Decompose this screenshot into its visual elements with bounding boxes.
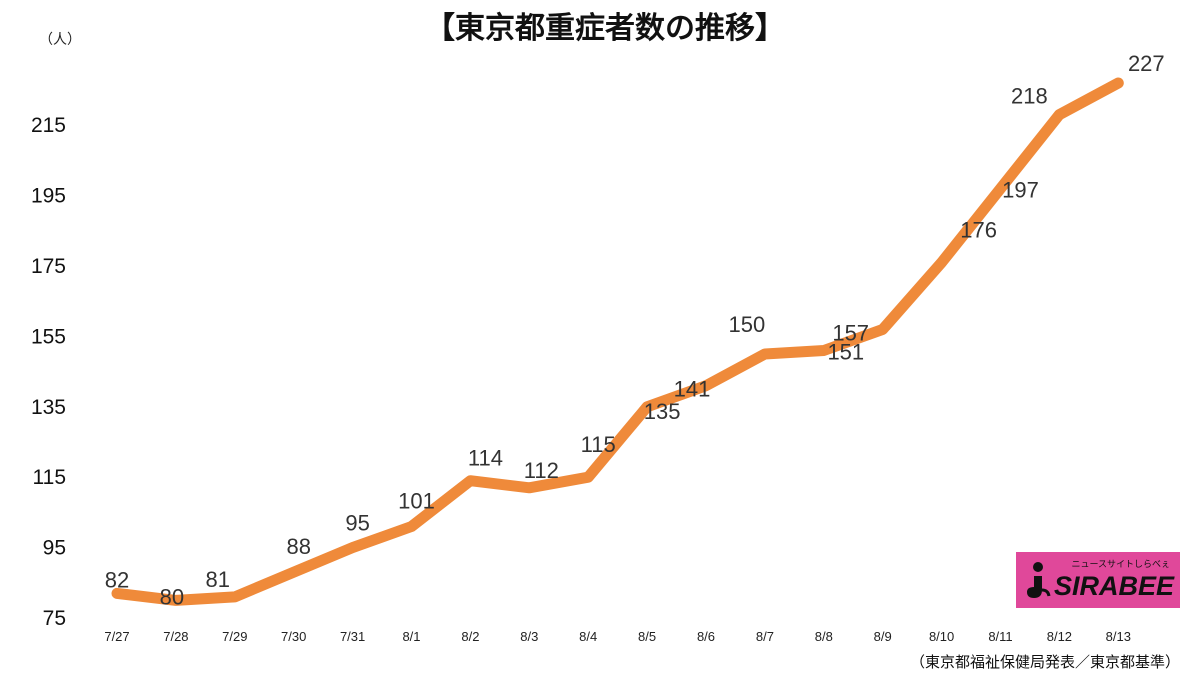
source-note: （東京都福祉保健局発表／東京都基準） [910, 653, 1180, 671]
x-tick-label: 8/7 [756, 629, 774, 644]
data-label: 218 [1011, 84, 1048, 109]
data-label: 135 [644, 399, 681, 424]
series-line [111, 77, 1124, 606]
x-tick-label: 8/8 [815, 629, 833, 644]
data-point [818, 345, 829, 356]
x-tick-label: 8/12 [1047, 629, 1072, 644]
data-point [995, 183, 1006, 194]
data-label: 176 [960, 218, 997, 243]
sirabee-logo: ニュースサイトしらべぇ SIRABEE [1016, 552, 1180, 608]
data-label: 151 [827, 340, 864, 365]
data-point [112, 588, 122, 599]
data-point [524, 482, 535, 493]
data-point [170, 595, 181, 606]
y-axis-unit-label: （人） [39, 32, 81, 48]
logo-wordmark: SIRABEE [1054, 571, 1175, 601]
x-tick-label: 7/28 [163, 629, 188, 644]
x-tick-label: 7/30 [281, 629, 306, 644]
x-axis-ticks: 7/27 7/28 7/29 7/30 7/31 8/1 8/2 8/3 8/4 8/5 8/6 8/… [104, 629, 1131, 644]
data-label: 81 [206, 567, 230, 592]
y-axis-ticks: 75 95 115 135 155 175 195 215 [31, 114, 66, 630]
data-label: 197 [1002, 178, 1039, 203]
data-label: 82 [105, 567, 129, 592]
data-point [347, 542, 358, 553]
data-point [465, 475, 476, 486]
data-point [759, 349, 770, 359]
y-tick-label: 95 [43, 537, 66, 560]
x-tick-label: 7/27 [104, 629, 129, 644]
x-tick-label: 8/3 [520, 629, 538, 644]
data-label: 95 [345, 511, 369, 536]
y-tick-label: 135 [31, 396, 66, 419]
x-tick-label: 8/5 [638, 629, 656, 644]
data-label: 141 [674, 377, 711, 402]
data-label: 114 [468, 446, 503, 471]
data-series [111, 77, 1124, 606]
data-label: 150 [729, 312, 766, 337]
data-point [406, 521, 417, 532]
x-tick-label: 7/31 [340, 629, 365, 644]
data-point [1113, 78, 1124, 88]
data-label: 101 [398, 489, 435, 514]
x-tick-label: 8/2 [461, 629, 479, 644]
x-tick-label: 8/11 [988, 629, 1012, 644]
y-tick-label: 75 [43, 607, 66, 630]
data-label: 157 [832, 320, 869, 345]
data-point [288, 567, 299, 578]
x-tick-label: 8/13 [1106, 629, 1131, 644]
y-tick-label: 115 [33, 466, 66, 489]
x-tick-label: 8/6 [697, 629, 715, 644]
y-tick-label: 175 [31, 255, 66, 278]
data-label: 80 [160, 584, 184, 609]
data-point [642, 401, 653, 412]
x-tick-label: 8/9 [874, 629, 892, 644]
logo-i-mark-icon [1027, 562, 1051, 598]
data-point [1054, 109, 1065, 120]
x-tick-label: 8/10 [929, 629, 954, 644]
data-point [229, 591, 240, 602]
y-tick-label: 215 [31, 114, 66, 137]
data-label: 88 [286, 534, 310, 559]
data-point [877, 324, 888, 335]
logo-tagline: ニュースサイトしらべぇ [1071, 560, 1170, 570]
x-tick-label: 7/29 [222, 629, 247, 644]
x-tick-label: 8/4 [579, 629, 597, 644]
data-label: 112 [524, 458, 559, 483]
data-point [583, 472, 594, 483]
chart-title: 【東京都重症者数の推移】 [425, 11, 785, 46]
data-label: 115 [581, 432, 616, 457]
data-label: 227 [1128, 51, 1165, 76]
data-point [701, 380, 711, 391]
y-tick-label: 155 [31, 325, 66, 348]
data-point [936, 257, 947, 268]
x-tick-label: 8/1 [402, 629, 420, 644]
y-tick-label: 195 [31, 185, 66, 208]
